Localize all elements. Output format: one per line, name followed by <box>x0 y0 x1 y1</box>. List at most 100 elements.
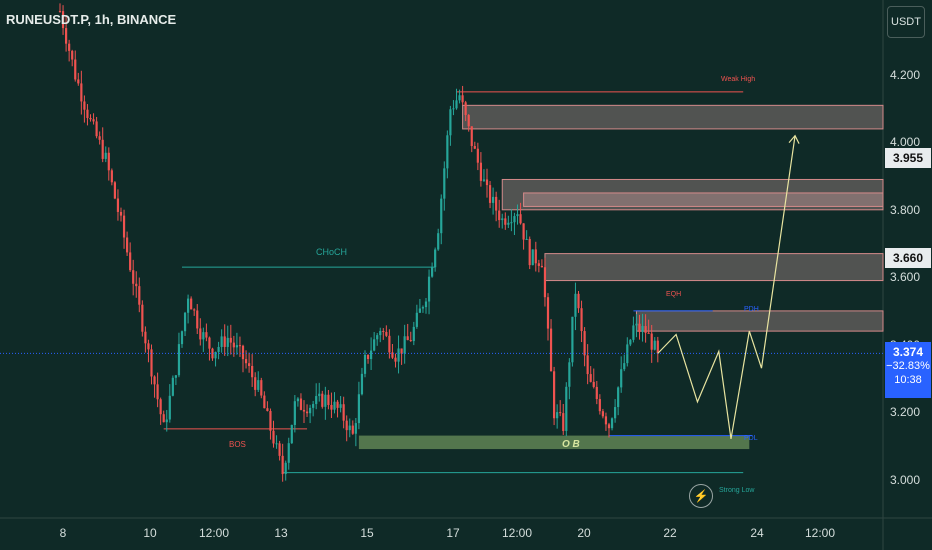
bearish-order-block-zone[interactable] <box>501 178 884 211</box>
candle-body <box>409 340 412 342</box>
bearish-order-block-zone[interactable] <box>544 253 884 282</box>
currency-button[interactable]: USDT <box>887 6 925 38</box>
candle-body <box>534 249 537 264</box>
candle-body <box>565 386 568 431</box>
candle-body <box>427 276 431 302</box>
candle-body <box>281 455 284 475</box>
ticker-label[interactable]: RUNEUSDT.P, 1h, BINANCE <box>6 12 177 27</box>
time-axis[interactable]: 8 10 12:00 13 15 17 12:00 20 22 24 12:00 <box>60 526 836 540</box>
candle-body <box>446 135 449 169</box>
candle-body <box>601 411 604 417</box>
candle-body <box>418 308 421 313</box>
candle-body <box>473 146 476 149</box>
label-strong-low: Strong Low <box>719 487 755 494</box>
candle-body <box>357 394 360 424</box>
candle-body <box>312 404 315 408</box>
candle-body <box>336 401 339 408</box>
candle-body <box>638 323 641 332</box>
candle-body <box>641 326 644 332</box>
candle-body <box>147 343 150 350</box>
candle-body <box>403 336 406 354</box>
candle-body <box>595 386 598 400</box>
candle-body <box>318 393 321 397</box>
candle-body <box>122 215 126 238</box>
candle-body <box>421 307 425 309</box>
candle-body <box>470 126 473 147</box>
candle-body <box>437 233 440 250</box>
bearish-order-block-zone[interactable] <box>462 104 884 130</box>
candle-body <box>342 404 345 421</box>
candle-body <box>217 346 220 352</box>
candle-body <box>162 414 165 423</box>
candle-body <box>159 399 162 415</box>
candle-body <box>449 109 452 136</box>
current-price-badge: 3.374 −32.83% 10:38 <box>885 342 931 398</box>
candle-body <box>269 410 272 431</box>
candle-body <box>507 222 510 225</box>
projection-path <box>657 135 796 440</box>
candle-body <box>510 222 513 224</box>
bearish-order-block-zone[interactable] <box>635 310 884 332</box>
bearish-order-block-zone[interactable] <box>523 192 884 207</box>
candle-body <box>107 152 110 171</box>
candle-body <box>363 354 367 374</box>
candle-body <box>226 337 229 347</box>
candle-body <box>376 335 379 340</box>
candle-body <box>617 387 620 408</box>
price-tag-3660: 3.660 <box>885 248 931 268</box>
candle-body <box>77 79 80 84</box>
candle-body <box>516 214 519 217</box>
candle-body <box>168 395 171 420</box>
label-pdl: PDL <box>744 435 758 442</box>
candle-body <box>568 362 571 387</box>
candle-body <box>248 363 251 366</box>
candle-body <box>571 316 574 363</box>
candle-body <box>431 267 434 277</box>
candle-body <box>113 182 116 199</box>
candle-body <box>211 348 214 359</box>
time-tick: 20 <box>577 526 591 540</box>
time-tick: 15 <box>360 526 374 540</box>
zones-layer <box>358 104 884 450</box>
candle-body <box>266 408 269 411</box>
candle-body <box>519 214 522 224</box>
time-tick: 10 <box>143 526 157 540</box>
candle-body <box>464 102 467 115</box>
candle-body <box>583 331 586 356</box>
candle-body <box>101 139 104 159</box>
candle-body <box>74 59 77 80</box>
candle-body <box>461 95 464 103</box>
candle-body <box>86 109 89 118</box>
levels-layer <box>163 91 753 474</box>
candle-body <box>58 10 62 12</box>
candle-body <box>65 28 68 44</box>
candle-body <box>406 336 409 341</box>
bullish-order-block-zone[interactable] <box>358 435 750 450</box>
candle-body <box>287 443 290 463</box>
candle-body <box>333 401 336 410</box>
candle-body <box>479 162 482 181</box>
lightning-icon[interactable]: ⚡ <box>689 484 713 508</box>
candle-body <box>467 114 470 127</box>
time-tick: 22 <box>663 526 677 540</box>
candle-body <box>223 336 226 347</box>
candle-body <box>119 211 123 216</box>
candle-body <box>476 148 479 163</box>
time-tick: 17 <box>446 526 460 540</box>
price-change-percent: −32.83% <box>886 360 930 372</box>
candle-body <box>305 411 309 414</box>
candle-body <box>278 443 281 456</box>
candle-body <box>650 333 653 350</box>
time-tick: 8 <box>60 526 67 540</box>
candle-body <box>385 331 388 336</box>
candle-body <box>284 462 287 475</box>
candle-body <box>620 369 623 388</box>
candle-body <box>556 412 559 419</box>
candle-body <box>150 349 153 377</box>
label-pdh: PDH <box>744 306 759 313</box>
candle-body <box>95 121 98 137</box>
candle-body <box>598 399 601 412</box>
candle-body <box>412 326 415 342</box>
candle-body <box>586 355 589 375</box>
